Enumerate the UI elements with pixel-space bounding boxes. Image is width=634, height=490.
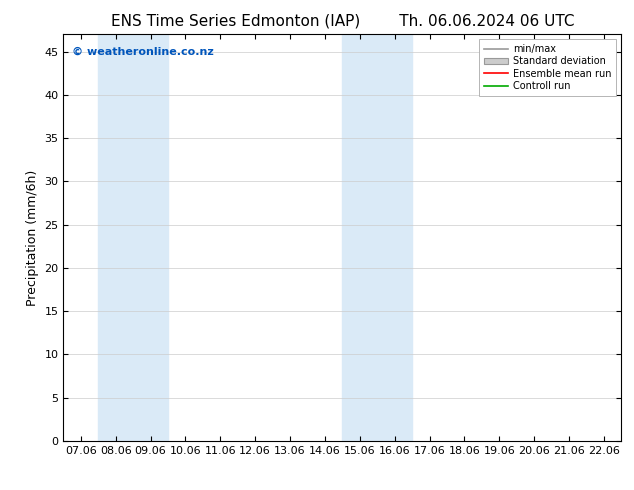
Y-axis label: Precipitation (mm/6h): Precipitation (mm/6h): [26, 170, 39, 306]
Title: ENS Time Series Edmonton (IAP)        Th. 06.06.2024 06 UTC: ENS Time Series Edmonton (IAP) Th. 06.06…: [110, 14, 574, 29]
Text: © weatheronline.co.nz: © weatheronline.co.nz: [72, 47, 214, 56]
Bar: [98, 34, 168, 441]
Bar: [342, 34, 412, 441]
Legend: min/max, Standard deviation, Ensemble mean run, Controll run: min/max, Standard deviation, Ensemble me…: [479, 39, 616, 96]
